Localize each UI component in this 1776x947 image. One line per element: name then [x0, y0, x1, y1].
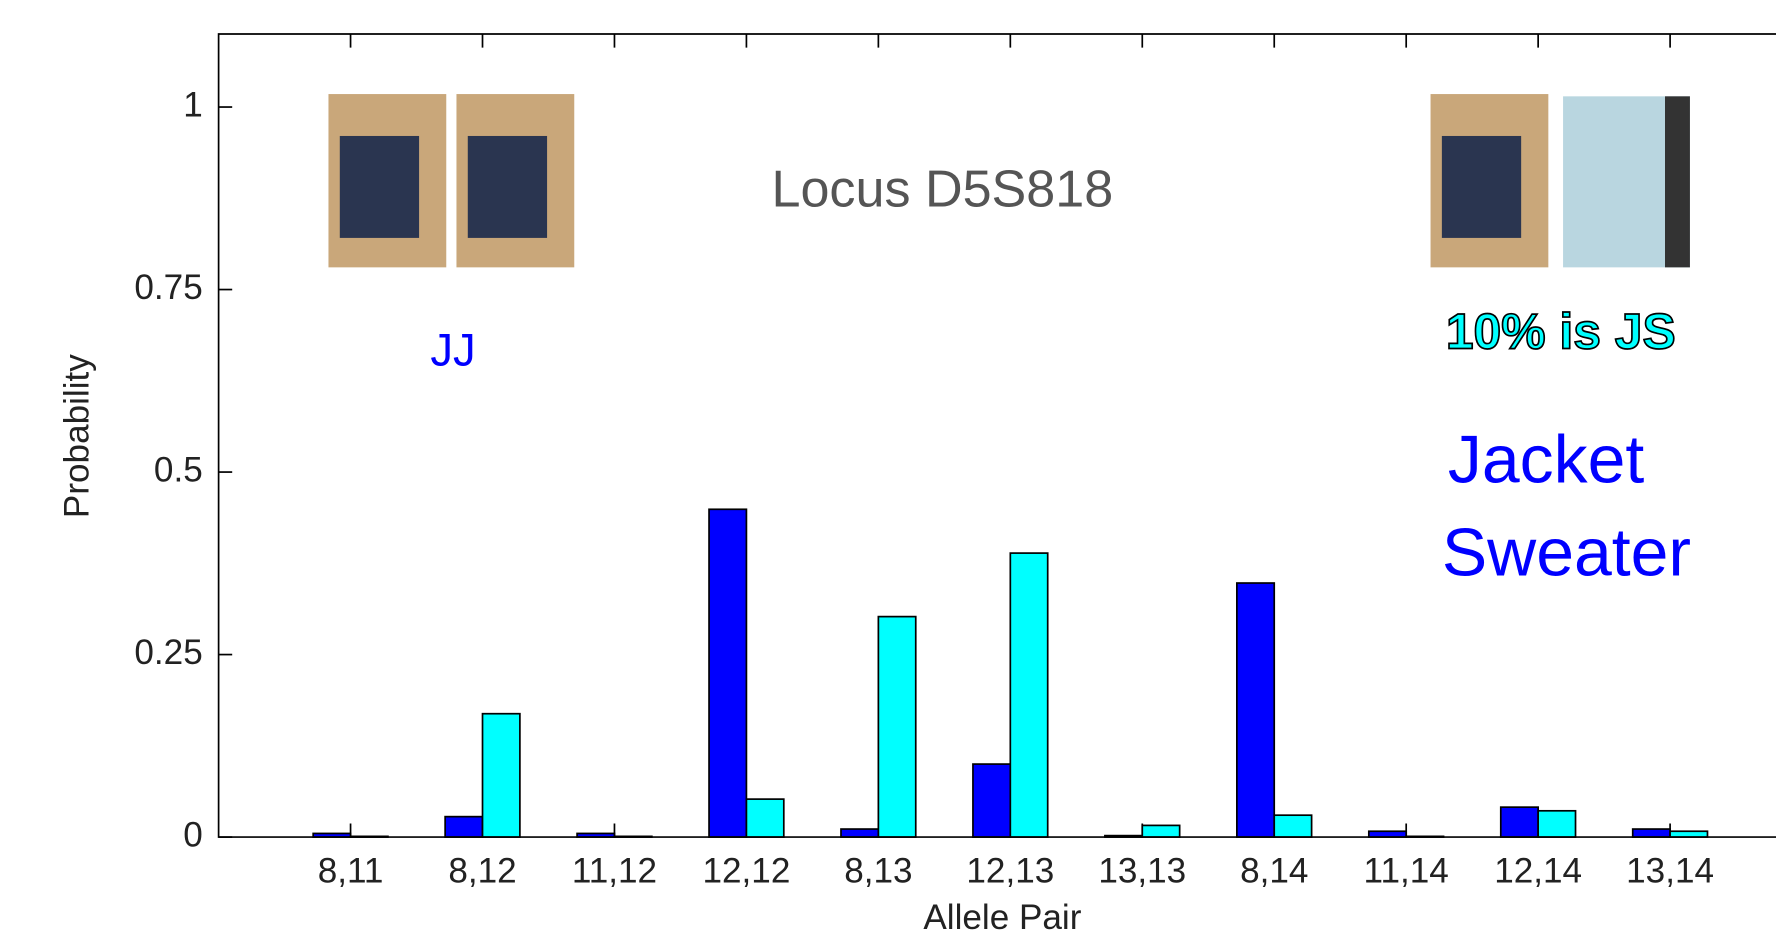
bar [1369, 831, 1406, 837]
x-tick-label: 8,11 [318, 852, 384, 891]
bar [1501, 807, 1538, 837]
x-tick-label: 11,14 [1364, 852, 1449, 891]
x-tick-label: 8,13 [844, 852, 912, 891]
annotation: Sweater [1442, 514, 1691, 590]
x-tick-label: 11,12 [572, 852, 657, 891]
bar [1237, 583, 1274, 837]
photo [1665, 96, 1690, 267]
x-tick-label: 12,12 [702, 852, 790, 891]
y-tick-label: 0.5 [154, 450, 203, 489]
legend-label: 10% is JS [1446, 303, 1676, 359]
legend-label: JJ [430, 324, 475, 375]
bar [841, 829, 878, 837]
chart-title: Locus D5S818 [771, 160, 1113, 218]
x-tick-label: 12,13 [966, 852, 1054, 891]
chart: Locus D5S818 JJ 10% is JS Jacket Sweater… [0, 0, 1776, 947]
x-tick-label: 8,12 [448, 852, 516, 891]
bar [483, 714, 520, 837]
x-tick-label: 13,14 [1626, 852, 1714, 891]
y-tick-label: 1 [183, 85, 203, 124]
bar [1274, 815, 1311, 837]
photo [1442, 136, 1521, 238]
bar [1670, 831, 1707, 837]
bar [1142, 825, 1179, 837]
x-tick-label: 8,14 [1240, 852, 1308, 891]
bar [1010, 553, 1047, 837]
y-tick-label: 0 [183, 815, 203, 854]
y-tick-label: 0.25 [134, 633, 202, 672]
bar [445, 817, 482, 837]
bar [878, 617, 915, 837]
bar [746, 799, 783, 837]
bar [1538, 811, 1575, 837]
x-tick-label: 12,14 [1494, 852, 1582, 891]
bar [709, 509, 746, 837]
x-tick-label: 13,13 [1098, 852, 1186, 891]
annotation: Jacket [1448, 421, 1644, 497]
photo [340, 136, 419, 238]
y-axis-label: Probability [58, 354, 97, 518]
bar [973, 764, 1010, 837]
page: Locus D5S818 JJ 10% is JS Jacket Sweater… [0, 0, 1776, 947]
bar [1633, 829, 1670, 837]
x-axis-label: Allele Pair [923, 898, 1081, 937]
photo [468, 136, 547, 238]
y-tick-label: 0.75 [134, 268, 202, 307]
